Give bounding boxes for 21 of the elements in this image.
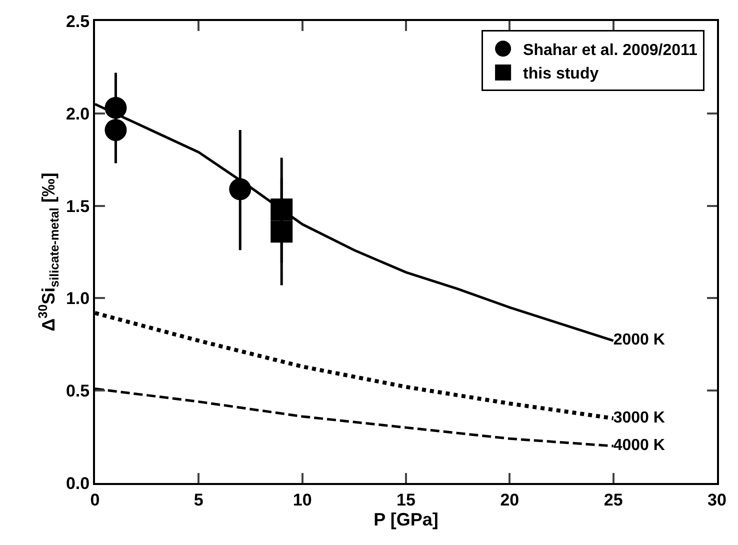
series-label: 3000 K [613, 409, 666, 426]
point [104, 119, 127, 142]
x-tick-label: 15 [396, 490, 416, 510]
legend-label: Shahar et al. 2009/2011 [523, 42, 698, 59]
x-tick-label: 25 [604, 490, 623, 510]
y-tick-label: 2.5 [66, 12, 90, 31]
y-tick-label: 1.5 [66, 196, 90, 216]
point [270, 220, 293, 243]
x-tick-label: 5 [194, 490, 204, 510]
legend-label: this study [523, 66, 599, 83]
x-tick-label: 30 [708, 490, 726, 510]
series-label: 2000 K [613, 332, 666, 349]
x-tick-label: 0 [90, 490, 100, 510]
x-axis-title: P [GPa] [374, 509, 438, 530]
y-tick-label: 1.0 [66, 289, 90, 308]
x-tick-label: 20 [500, 490, 520, 510]
series-label: 4000 K [613, 437, 666, 454]
x-tick-label: 10 [292, 490, 312, 510]
y-tick-label: 2.0 [66, 104, 90, 124]
y-tick-label: 0.0 [66, 474, 90, 493]
y-tick-label: 0.5 [66, 382, 90, 401]
